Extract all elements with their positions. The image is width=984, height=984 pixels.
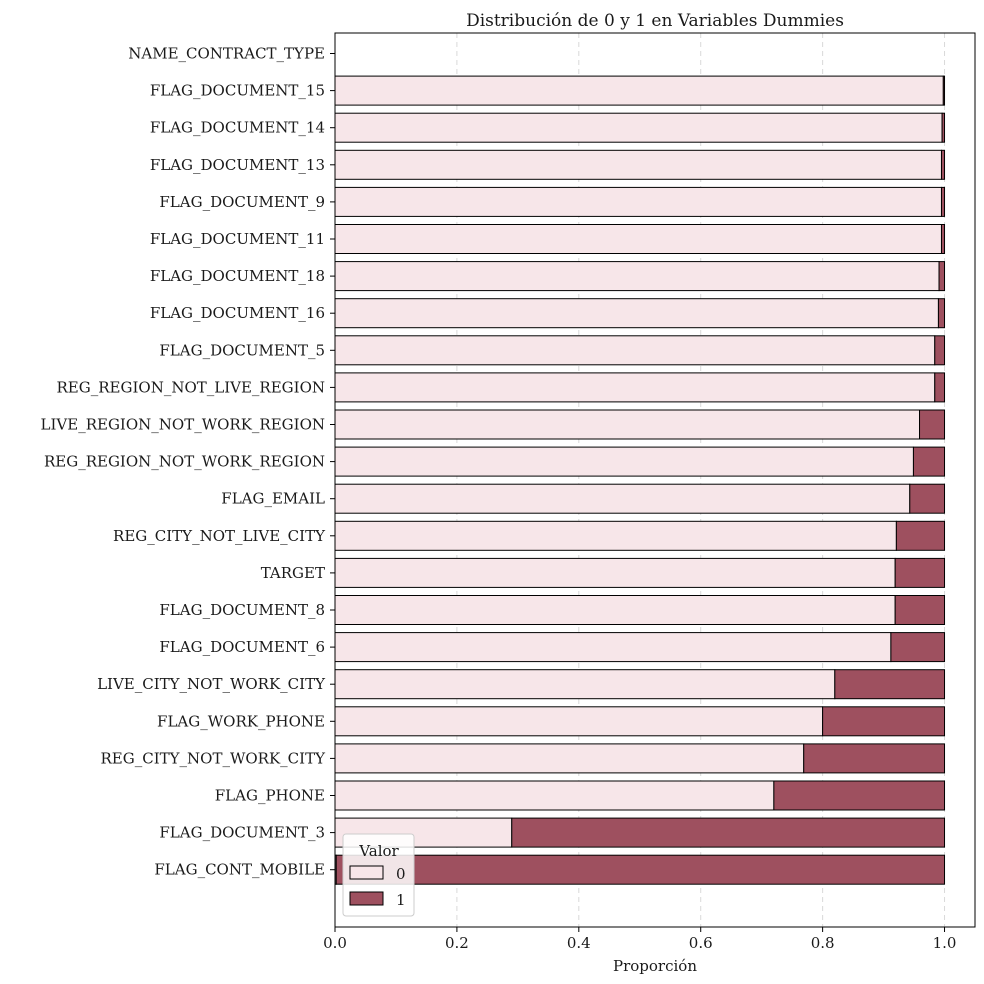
bar-segment-value-0 (334, 112, 943, 143)
y-tick-label: REG_REGION_NOT_LIVE_REGION (57, 378, 325, 396)
bar-segment-value-1 (934, 372, 946, 403)
bar-segment-value-0 (334, 224, 942, 254)
bar-segment-value-1 (803, 743, 946, 774)
bar-segment-value-1 (940, 224, 946, 254)
legend: Valor 0 1 (342, 833, 415, 917)
bar-segment-value-1 (511, 817, 946, 848)
bar-segment-value-1 (822, 706, 946, 737)
bars (334, 75, 946, 885)
chart-title: Distribución de 0 y 1 en Variables Dummi… (466, 11, 844, 31)
plot-frame (334, 32, 976, 928)
bar-segment-value-1 (940, 149, 946, 180)
bar-segment-value-1 (937, 298, 946, 329)
bar-segment-value-1 (773, 780, 946, 811)
bar-segment-value-1 (894, 557, 946, 588)
bar-segment-value-0 (334, 669, 836, 700)
legend-swatch-1 (349, 891, 384, 906)
x-tick-label: 0.0 (323, 934, 347, 952)
bar-segment-value-0 (334, 557, 896, 588)
bar-segment-value-0 (334, 780, 775, 811)
bar-segment-value-1 (940, 186, 946, 217)
y-tick-label: FLAG_EMAIL (221, 490, 325, 508)
legend-swatch-0 (349, 865, 384, 880)
y-tick-label: FLAG_CONT_MOBILE (154, 861, 325, 879)
y-tick-label: FLAG_DOCUMENT_5 (159, 341, 325, 359)
y-tick-label: REG_REGION_NOT_WORK_REGION (44, 453, 325, 471)
x-axis-ticks: 0.0 0.2 0.4 0.6 0.8 1.0 (323, 927, 956, 952)
bar-segment-value-1 (894, 595, 946, 625)
bar-segment-value-0 (334, 632, 892, 663)
y-tick-label: FLAG_DOCUMENT_15 (150, 82, 325, 100)
legend-label-0: 0 (396, 865, 406, 883)
bar-segment-value-1 (890, 632, 946, 663)
y-tick-label: FLAG_DOCUMENT_14 (150, 119, 325, 137)
y-tick-label: FLAG_DOCUMENT_18 (150, 267, 325, 285)
bar-segment-value-0 (334, 335, 936, 366)
bar-segment-value-0 (334, 595, 896, 625)
x-tick-label: 0.4 (567, 934, 591, 952)
y-tick-label: FLAG_WORK_PHONE (157, 712, 325, 730)
y-tick-label: TARGET (261, 564, 325, 582)
x-tick-label: 0.2 (445, 934, 469, 952)
bar-segment-value-0 (334, 520, 897, 551)
bar-segment-value-0 (334, 483, 911, 514)
bar-segment-value-1 (941, 112, 946, 143)
legend-title: Valor (358, 842, 399, 860)
y-tick-label: REG_CITY_NOT_WORK_CITY (101, 749, 327, 767)
y-tick-label: LIVE_CITY_NOT_WORK_CITY (97, 675, 326, 693)
bar-segment-value-0 (334, 186, 942, 217)
y-tick-label: REG_CITY_NOT_LIVE_CITY (113, 527, 326, 545)
bar-segment-value-0 (334, 706, 824, 737)
bar-segment-value-1 (942, 75, 946, 106)
y-tick-label: FLAG_PHONE (215, 787, 325, 805)
legend-label-1: 1 (396, 891, 406, 909)
y-tick-label: FLAG_DOCUMENT_11 (150, 230, 325, 248)
y-tick-label: FLAG_DOCUMENT_16 (150, 304, 325, 322)
y-tick-label: LIVE_REGION_NOT_WORK_REGION (41, 416, 325, 434)
bar-segment-value-1 (912, 446, 946, 477)
x-tick-label: 0.6 (689, 934, 713, 952)
bar-segment-value-0 (334, 75, 944, 106)
bar-segment-value-1 (909, 483, 946, 514)
x-tick-label: 0.8 (811, 934, 835, 952)
y-tick-label: NAME_CONTRACT_TYPE (128, 45, 325, 63)
bar-segment-value-1 (934, 335, 946, 366)
y-tick-label: FLAG_DOCUMENT_8 (159, 601, 325, 619)
bar-segment-value-1 (834, 669, 946, 700)
bar-segment-value-1 (895, 520, 946, 551)
bar-segment-value-1 (938, 261, 946, 292)
bar-segment-value-0 (334, 298, 939, 329)
bar-segment-value-0 (334, 149, 942, 180)
bar-segment-value-0 (334, 372, 936, 403)
bar-segment-value-1 (919, 409, 946, 440)
x-tick-label: 1.0 (933, 934, 957, 952)
y-tick-label: FLAG_DOCUMENT_6 (159, 638, 325, 656)
y-tick-label: FLAG_DOCUMENT_9 (159, 193, 325, 211)
y-tick-label: FLAG_DOCUMENT_3 (159, 824, 325, 842)
bar-segment-value-0 (334, 743, 805, 774)
bar-segment-value-1 (335, 854, 946, 885)
bar-segment-value-0 (334, 446, 914, 477)
bar-segment-value-0 (334, 261, 940, 292)
x-axis-label: Proporción (613, 957, 697, 975)
bar-segment-value-0 (334, 409, 921, 440)
y-tick-label: FLAG_DOCUMENT_13 (150, 156, 325, 174)
y-axis-ticks: NAME_CONTRACT_TYPE FLAG_DOCUMENT_15 FLAG_D… (41, 45, 335, 879)
